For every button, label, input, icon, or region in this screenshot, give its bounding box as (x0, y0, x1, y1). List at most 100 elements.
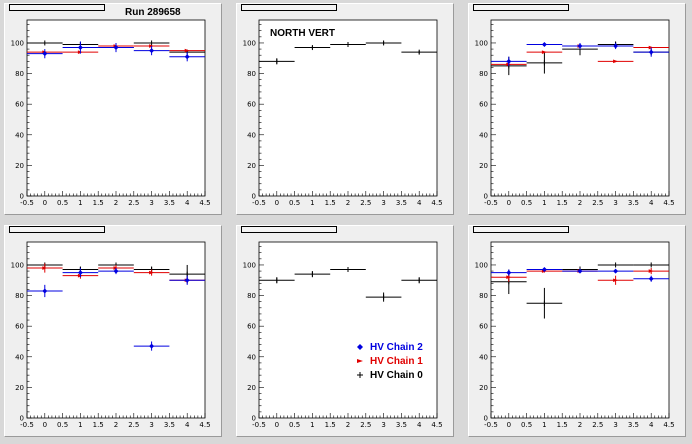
data-point (77, 270, 83, 276)
x-tick-label: 4 (649, 199, 654, 207)
x-tick-label: -0.5 (252, 421, 266, 429)
y-tick-label: 100 (475, 261, 488, 269)
x-tick-label: -0.5 (484, 421, 498, 429)
x-tick-label: 0 (43, 199, 47, 207)
north-vert-label: NORTH VERT (270, 28, 335, 39)
x-tick-label: 4 (417, 199, 422, 207)
x-tick-label: 2 (346, 421, 350, 429)
y-tick-label: 100 (11, 39, 24, 47)
x-tick-label: 1.5 (557, 199, 568, 207)
legend-label: HV Chain 1 (370, 356, 423, 367)
x-tick-label: -0.5 (20, 421, 34, 429)
x-tick-label: 2 (114, 421, 118, 429)
legend-label: HV Chain 0 (370, 370, 423, 381)
y-tick-label: 0 (20, 415, 24, 423)
y-tick-label: 0 (252, 193, 256, 201)
x-tick-label: 3 (613, 199, 617, 207)
x-tick-label: 3.5 (628, 199, 639, 207)
x-tick-label: 3.5 (396, 421, 407, 429)
x-tick-label: 2.5 (592, 199, 603, 207)
x-tick-label: 4.5 (663, 199, 674, 207)
y-tick-label: 60 (479, 101, 488, 109)
y-tick-label: 0 (252, 415, 256, 423)
x-tick-label: 4.5 (199, 421, 210, 429)
x-tick-label: 0.5 (289, 199, 300, 207)
y-tick-label: 40 (15, 353, 24, 361)
data-point (506, 58, 512, 64)
y-tick-label: 80 (479, 292, 488, 300)
data-point (113, 268, 119, 274)
y-tick-label: 80 (479, 70, 488, 78)
x-tick-label: 3 (381, 199, 385, 207)
y-tick-label: 100 (11, 261, 24, 269)
x-tick-label: 4.5 (431, 199, 442, 207)
x-tick-label: 3 (613, 421, 617, 429)
x-tick-label: -0.5 (20, 199, 34, 207)
x-tick-label: 1 (78, 199, 82, 207)
series-cross (259, 267, 437, 302)
x-tick-label: 0.5 (289, 421, 300, 429)
x-tick-label: 0 (507, 421, 511, 429)
data-point (541, 267, 547, 273)
data-point (184, 277, 190, 283)
histogram-title-box (9, 4, 105, 11)
x-tick-label: 3.5 (164, 421, 175, 429)
y-tick-label: 80 (15, 70, 24, 78)
data-point (577, 268, 583, 274)
x-tick-label: 0 (275, 199, 279, 207)
y-tick-label: 100 (243, 261, 256, 269)
data-point (541, 41, 547, 47)
data-point (506, 270, 512, 276)
legend-entry: HV Chain 0 (355, 370, 435, 384)
y-tick-label: 100 (243, 39, 256, 47)
x-tick-label: 0.5 (521, 199, 532, 207)
x-tick-label: 4 (185, 199, 190, 207)
data-point (541, 50, 547, 54)
data-point (648, 276, 654, 282)
x-tick-label: 2 (578, 421, 582, 429)
y-tick-label: 20 (247, 162, 256, 170)
y-tick-label: 20 (15, 162, 24, 170)
y-tick-label: 80 (15, 292, 24, 300)
y-tick-label: 0 (484, 193, 488, 201)
data-point (648, 49, 654, 55)
x-tick-label: 0.5 (57, 421, 68, 429)
data-point (613, 268, 619, 274)
legend-entry: HV Chain 2 (355, 342, 435, 356)
y-tick-label: 40 (479, 131, 488, 139)
y-tick-label: 80 (247, 70, 256, 78)
x-tick-label: 1.5 (93, 421, 104, 429)
y-tick-label: 60 (479, 323, 488, 331)
data-point (42, 266, 48, 270)
y-tick-label: 20 (479, 162, 488, 170)
y-tick-label: 80 (247, 292, 256, 300)
data-point (613, 43, 619, 49)
y-tick-label: 60 (247, 323, 256, 331)
x-tick-label: 1 (310, 421, 314, 429)
histogram-title-box (473, 4, 569, 11)
legend-label: HV Chain 2 (370, 342, 423, 353)
series-cross (259, 40, 437, 65)
y-tick-label: 20 (247, 384, 256, 392)
data-point (149, 48, 155, 54)
plot-pad-6: 0 20 40 60 80 100 -0.5 0 0.5 1 1.5 2 2.5 3 3.5 4 4.5 (468, 225, 686, 437)
x-tick-label: 2.5 (360, 421, 371, 429)
y-tick-label: 0 (20, 193, 24, 201)
plot-pad-4: 0 20 40 60 80 100 -0.5 0 0.5 1 1.5 2 2.5 3 3.5 4 4.5 (4, 225, 222, 437)
x-tick-label: 4 (649, 421, 654, 429)
plot-frame (258, 19, 438, 197)
x-tick-label: 1 (78, 421, 82, 429)
series-diamond (27, 41, 205, 62)
x-tick-label: 3 (381, 421, 385, 429)
x-tick-label: 1 (542, 421, 546, 429)
run-label: Run 289658 (125, 7, 181, 18)
y-tick-label: 40 (15, 131, 24, 139)
plot-pad-5: 0 20 40 60 80 100 -0.5 0 0.5 1 1.5 2 2.5 3 3.5 4 4.5 HV … (236, 225, 454, 437)
plot-pad-2: 0 20 40 60 80 100 -0.5 0 0.5 1 1.5 2 2.5 3 3.5 4 4.5 NOR… (236, 3, 454, 215)
y-tick-label: 60 (15, 323, 24, 331)
data-point (648, 269, 654, 273)
